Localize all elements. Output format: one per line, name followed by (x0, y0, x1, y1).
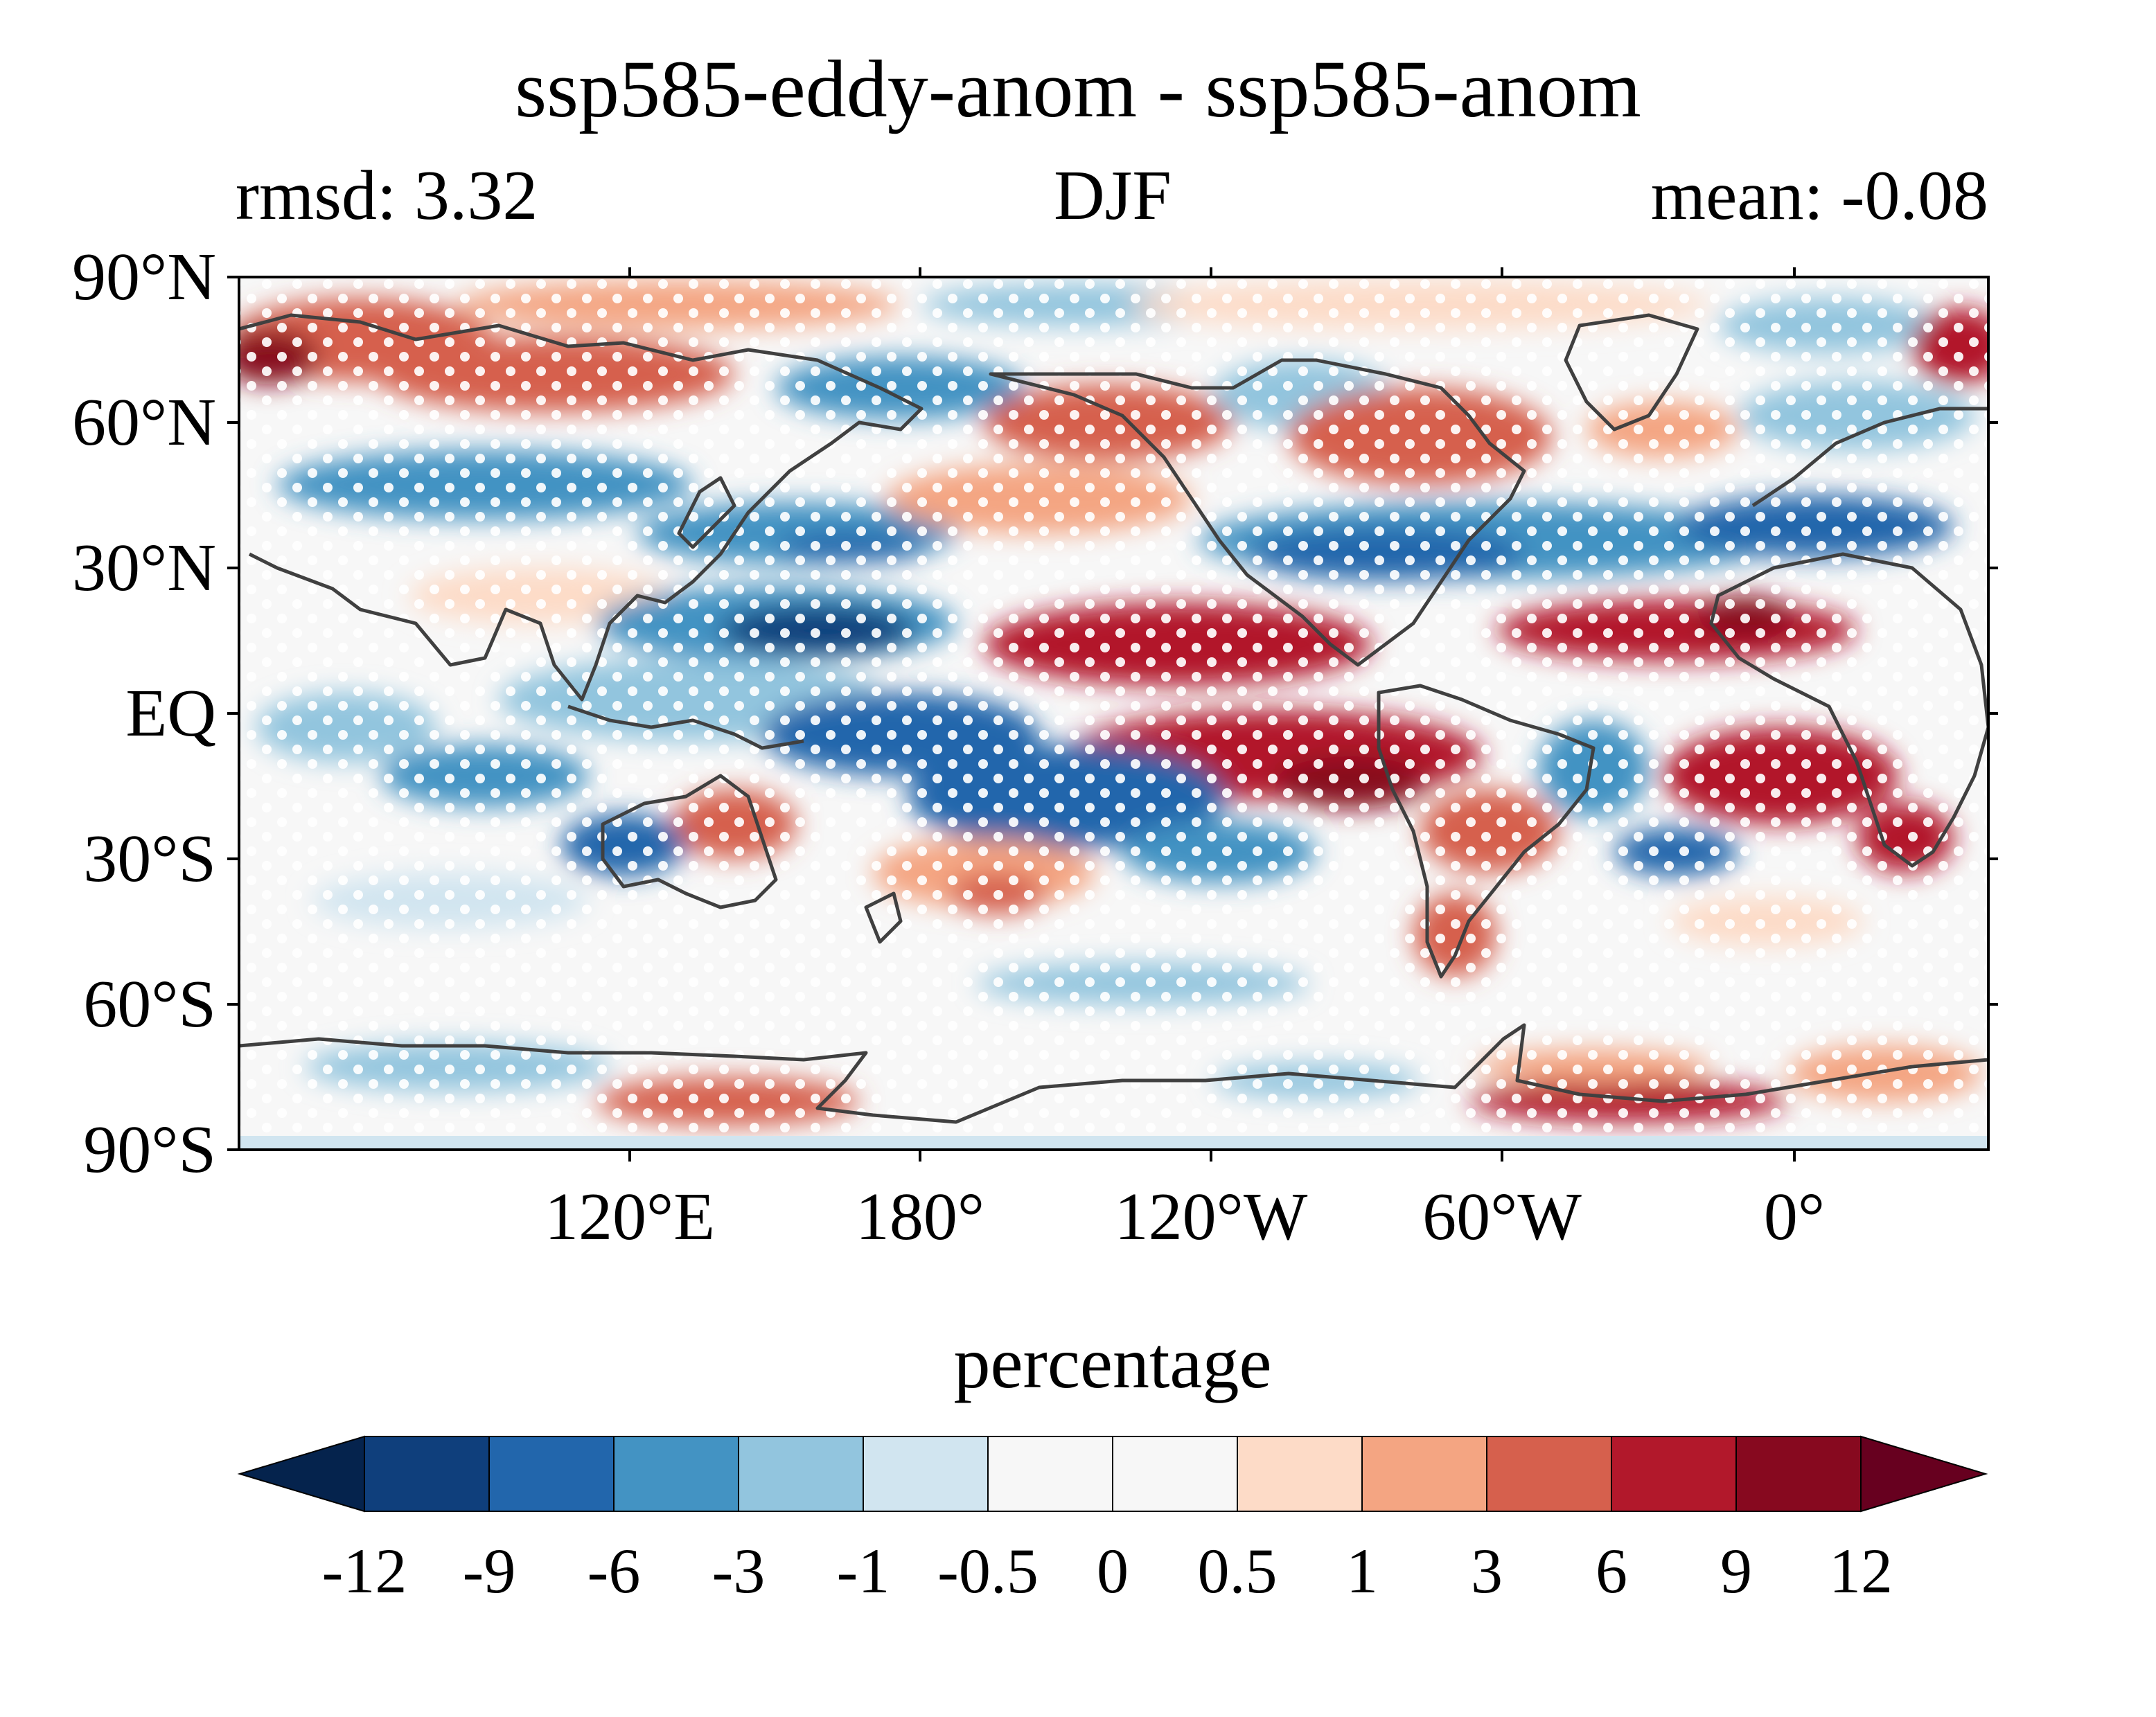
new-zealand-coast (864, 891, 903, 944)
colorbar-tick-label: -9 (462, 1536, 516, 1606)
colorbar-label: percentage (953, 1322, 1272, 1403)
lon-tick-label: 180° (855, 1180, 985, 1254)
south-america-coast (1377, 684, 1596, 979)
greenland-coast (1564, 313, 1699, 432)
colorbar-tick-label: 12 (1829, 1536, 1893, 1606)
colorbar-bin (1735, 1436, 1862, 1512)
colorbar-bin (738, 1436, 864, 1512)
colorbar-tick-label: 0.5 (1197, 1536, 1278, 1606)
colorbar-bin (364, 1436, 490, 1512)
indonesia-coast (567, 704, 804, 750)
australia-coast (601, 774, 778, 909)
lat-tick-label: 90°S (83, 1112, 216, 1187)
axis-ticks (227, 267, 1998, 1162)
colorbar-tick-label: 0 (1097, 1536, 1129, 1606)
lon-tick-label: 60°W (1422, 1180, 1582, 1254)
colorbar-bin (987, 1436, 1113, 1512)
colorbar-tick-label: -3 (712, 1536, 766, 1606)
lon-tick-label: 120°E (544, 1180, 716, 1254)
colorbar-extend-max (1860, 1435, 1988, 1513)
colorbar-bin (1237, 1436, 1363, 1512)
eurasia-coast (239, 313, 924, 702)
lat-tick-label: 90°N (72, 240, 216, 314)
rmsd-label: rmsd: 3.32 (236, 157, 538, 235)
colorbar-bin (1112, 1436, 1238, 1512)
coastlines (239, 313, 1988, 1124)
colorbar-tick-label: -6 (587, 1536, 641, 1606)
antarctica-coast (239, 1023, 1988, 1124)
mean-label: mean: -0.08 (1650, 157, 1988, 235)
colorbar-tick-label: 6 (1596, 1536, 1627, 1606)
africa-coast (1709, 552, 1988, 868)
lat-tick-label: 60°S (83, 967, 216, 1042)
colorbar-bin (1486, 1436, 1612, 1512)
colorbar-tick-label: -1 (836, 1536, 890, 1606)
lat-tick-label: 60°N (72, 385, 216, 460)
colorbar-tick-label: 1 (1346, 1536, 1378, 1606)
season-label: DJF (1053, 157, 1172, 235)
colorbar-tick-label: -0.5 (937, 1536, 1039, 1606)
colorbar-tick-label: 9 (1720, 1536, 1752, 1606)
lat-tick-label: 30°N (72, 531, 216, 605)
colorbar-tick-label: -12 (321, 1536, 407, 1606)
colorbar-extend-min (237, 1435, 365, 1513)
colorbar-bin (1611, 1436, 1737, 1512)
colorbar (237, 1435, 1988, 1513)
lat-tick-label: EQ (125, 676, 216, 751)
lat-tick-label: 30°S (83, 821, 216, 896)
japan-coast (677, 476, 736, 549)
europe-coast (1751, 407, 1988, 508)
colorbar-tick-label: 3 (1471, 1536, 1503, 1606)
lon-tick-label: 120°W (1114, 1180, 1308, 1254)
colorbar-bin (1361, 1436, 1487, 1512)
colorbar-bin (488, 1436, 615, 1512)
anomaly-field (239, 277, 1988, 1150)
north-america-coast (989, 358, 1526, 667)
lon-tick-label: 0° (1763, 1180, 1826, 1254)
map-title: ssp585-eddy-anom - ssp585-anom (515, 44, 1641, 134)
colorbar-bin (613, 1436, 739, 1512)
colorbar-bin (863, 1436, 989, 1512)
